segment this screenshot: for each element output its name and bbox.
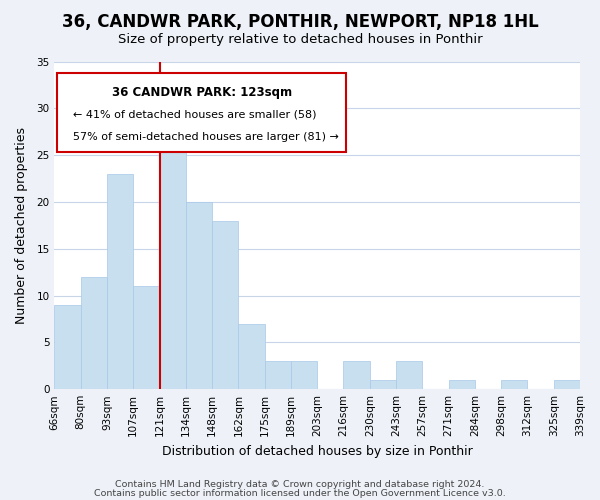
Bar (212, 220, 238, 389)
Bar (396, 361, 422, 389)
Bar (449, 380, 475, 389)
Bar (81, 277, 107, 389)
Text: 57% of semi-detached houses are larger (81) →: 57% of semi-detached houses are larger (… (73, 132, 339, 142)
Bar (265, 361, 291, 389)
Text: Contains public sector information licensed under the Open Government Licence v3: Contains public sector information licen… (94, 488, 506, 498)
Bar (370, 380, 396, 389)
Y-axis label: Number of detached properties: Number of detached properties (15, 127, 28, 324)
Bar (238, 324, 265, 389)
Text: ← 41% of detached houses are smaller (58): ← 41% of detached houses are smaller (58… (73, 109, 316, 119)
Text: Size of property relative to detached houses in Ponthir: Size of property relative to detached ho… (118, 32, 482, 46)
Bar (55, 305, 81, 389)
Text: 36, CANDWR PARK, PONTHIR, NEWPORT, NP18 1HL: 36, CANDWR PARK, PONTHIR, NEWPORT, NP18 … (62, 12, 538, 30)
Bar (343, 361, 370, 389)
Bar (107, 174, 133, 389)
Bar (186, 202, 212, 389)
Bar (291, 361, 317, 389)
Text: 36 CANDWR PARK: 123sqm: 36 CANDWR PARK: 123sqm (112, 86, 292, 99)
Bar (554, 380, 580, 389)
Bar (501, 380, 527, 389)
Text: Contains HM Land Registry data © Crown copyright and database right 2024.: Contains HM Land Registry data © Crown c… (115, 480, 485, 489)
FancyBboxPatch shape (57, 73, 346, 152)
Bar (133, 286, 160, 389)
X-axis label: Distribution of detached houses by size in Ponthir: Distribution of detached houses by size … (162, 444, 473, 458)
Bar (160, 127, 186, 389)
